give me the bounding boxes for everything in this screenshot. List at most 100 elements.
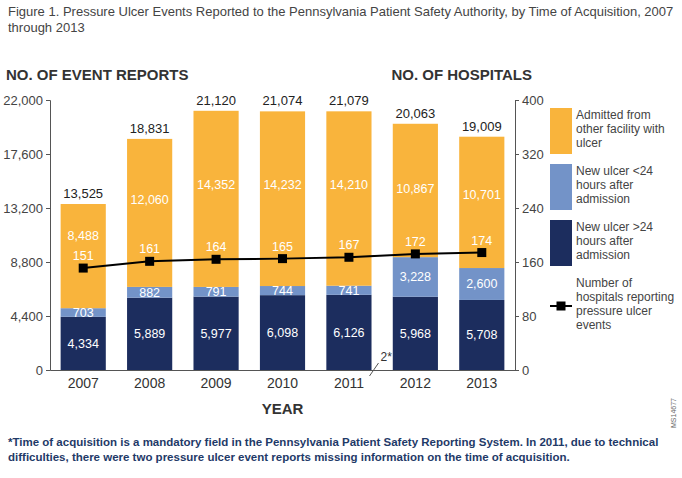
annotation: 2* [381,350,393,364]
tick-mark [46,208,50,209]
footnote: *Time of acquisition is a mandatory fiel… [8,436,658,463]
data-label: 5,889 [134,327,165,341]
tick: 22,000 [3,93,50,108]
total-label: 18,831 [130,121,170,136]
bar [193,297,238,370]
data-label: 164 [206,240,227,254]
legend-label: New ulcer >24hours afteradmission [576,220,653,262]
bar [459,268,504,300]
data-label: 167 [338,238,359,252]
legend-label: New ulcer <24hours afteradmission [576,164,653,206]
annotation-pointer [370,363,379,376]
axis-line [516,101,520,371]
bar [127,298,172,370]
tick: 240 [515,201,544,216]
tick: 2007 [68,370,99,391]
bar [326,111,371,285]
tick-label: 80 [522,309,536,324]
tick: 2008 [134,370,165,391]
plot-area [61,111,505,370]
legend-swatch [550,220,572,266]
tick: 2011 [334,370,364,391]
labels: 1511611641651671721744,3345,8895,9776,09… [63,93,501,351]
bar [61,204,106,308]
text-line: *Time of acquisition is a mandatory fiel… [8,436,658,448]
tick: 2013 [466,370,497,391]
tick: 80 [515,309,536,324]
data-label: 10,867 [396,182,434,196]
bar [260,111,305,286]
data-label: 5,708 [466,328,497,342]
legend: Admitted fromother facility withulcer New… [550,108,674,332]
legend-item: Admitted fromother facility withulcer [550,108,665,154]
total-label: 19,009 [462,119,502,134]
marker [79,264,88,273]
tick: 17,600 [3,147,50,162]
tick-mark [515,316,519,317]
bar [459,300,504,370]
tick-label: 320 [522,147,544,162]
marker [477,248,486,257]
bar [393,124,438,257]
data-label: 10,701 [463,188,501,202]
tick-mark [515,100,519,101]
data-label: 2,600 [466,277,497,291]
tick-label: 2013 [466,375,497,391]
data-label: 744 [272,284,293,298]
text-line: admission [576,192,630,206]
tick-mark [515,208,519,209]
text-line: Figure 1. Pressure Ulcer Events Reported… [8,4,673,19]
data-label: 151 [73,249,94,263]
data-label: 14,210 [330,178,368,192]
axis-line [46,101,51,371]
data-label: 6,126 [333,326,364,340]
text-line: through 2013 [8,20,85,35]
tick: 2010 [267,370,298,391]
text-line: pressure ulcer [576,304,652,318]
tick: 13,200 [3,201,50,216]
bar [260,295,305,370]
tick: 2009 [200,370,231,391]
tick-label: 2011 [334,375,364,391]
tick-mark [46,316,50,317]
data-label: 12,060 [131,193,169,207]
axis-title: NO. OF HOSPITALS [391,66,532,83]
total-label: 13,525 [63,186,103,201]
text-line: hospitals reporting [576,290,674,304]
axis: 04,4008,80013,20017,60022,000 [3,93,50,378]
axis-line [51,370,516,371]
tick-label: 400 [522,93,544,108]
total-label: 21,079 [329,93,369,108]
tick-label: 240 [522,201,544,216]
tick: 160 [515,255,544,270]
data-label: 882 [139,286,160,300]
legend-item: Number ofhospitals reportingpressure ulc… [550,276,674,332]
tick-label: 0 [36,363,43,378]
marker [411,249,420,258]
tick: 400 [515,93,544,108]
tick-mark [515,154,519,155]
bar [61,317,106,370]
tick: 320 [515,147,544,162]
bar [127,139,172,287]
data-label: 5,968 [400,327,431,341]
tick-label: 160 [522,255,544,270]
tick-mark [46,370,50,371]
tick-mark [46,100,50,101]
tick: 0 [515,363,529,378]
axis-title: NO. OF EVENT REPORTS [6,66,189,83]
tick-label: 2010 [267,375,298,391]
chart: Figure 1. Pressure Ulcer Events Reported… [0,0,682,478]
tick-mark [515,262,519,263]
marker [212,255,221,264]
text-line: hours after [576,234,633,248]
data-label: 4,334 [68,337,99,351]
tick-label: 22,000 [3,93,43,108]
data-label: 14,232 [263,178,301,192]
data-label: 703 [73,306,94,320]
axis: 0 80 160 240 320 400 [515,93,544,378]
data-label: 3,228 [400,270,431,284]
data-label: 741 [338,284,359,298]
bar [393,297,438,370]
text-line: admission [576,248,630,262]
